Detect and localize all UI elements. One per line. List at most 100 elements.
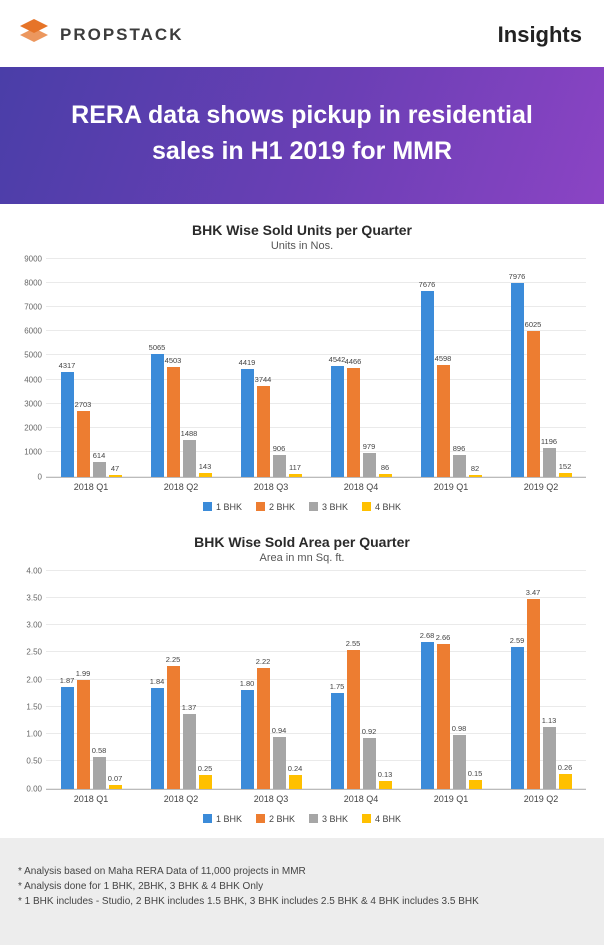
bar-value-label: 86: [381, 463, 389, 472]
legend-item: 3 BHK: [309, 502, 348, 512]
bar-group: 4317270361447: [46, 259, 136, 477]
chart-area-plot: 0.000.501.001.502.002.503.003.504.001.87…: [46, 570, 586, 790]
bar-value-label: 4503: [165, 356, 182, 365]
chart-units-legend: 1 BHK 2 BHK 3 BHK 4 BHK: [18, 502, 586, 512]
bar: 0.15: [469, 780, 482, 788]
bar-value-label: 4598: [435, 354, 452, 363]
legend-swatch-icon: [256, 814, 265, 823]
bar-value-label: 5065: [149, 343, 166, 352]
chart-area-xaxis: 2018 Q12018 Q22018 Q32018 Q42019 Q12019 …: [46, 790, 586, 804]
legend-item: 1 BHK: [203, 814, 242, 824]
legend-item: 2 BHK: [256, 814, 295, 824]
y-tick-label: 8000: [18, 278, 42, 287]
bar-value-label: 896: [453, 444, 466, 453]
bar: 4466: [347, 368, 360, 476]
bar-group: 1.842.251.370.25: [136, 571, 226, 789]
x-tick-label: 2018 Q1: [46, 790, 136, 804]
footnote-line: * 1 BHK includes - Studio, 2 BHK include…: [18, 896, 586, 907]
x-tick-label: 2018 Q2: [136, 478, 226, 492]
brand-name: PROPSTACK: [60, 25, 183, 45]
bar: 3.47: [527, 599, 540, 788]
bar-value-label: 2.68: [420, 631, 435, 640]
legend-item: 4 BHK: [362, 814, 401, 824]
bar-group: 2.682.660.980.15: [406, 571, 496, 789]
x-tick-label: 2018 Q3: [226, 790, 316, 804]
bar: 979: [363, 453, 376, 477]
bar: 0.13: [379, 781, 392, 788]
insights-label: Insights: [498, 22, 582, 48]
legend-swatch-icon: [309, 502, 318, 511]
bar-value-label: 1196: [541, 437, 557, 446]
bar: 1.75: [331, 693, 344, 788]
legend-item: 4 BHK: [362, 502, 401, 512]
bar-value-label: 0.98: [452, 724, 467, 733]
bar: 117: [289, 474, 302, 477]
y-tick-label: 3.50: [18, 593, 42, 602]
bar-value-label: 906: [273, 444, 286, 453]
brand: PROPSTACK: [18, 16, 183, 53]
bar: 3744: [257, 386, 270, 477]
bar-value-label: 0.94: [272, 726, 287, 735]
bar-value-label: 143: [199, 462, 212, 471]
chart-units-title: BHK Wise Sold Units per Quarter: [18, 222, 586, 238]
y-tick-label: 0.00: [18, 784, 42, 793]
bar: 7976: [511, 283, 524, 476]
y-tick-label: 9000: [18, 254, 42, 263]
y-tick-label: 1.00: [18, 730, 42, 739]
bar: 4503: [167, 367, 180, 476]
bar: 47: [109, 475, 122, 476]
x-tick-label: 2019 Q2: [496, 790, 586, 804]
x-tick-label: 2019 Q1: [406, 790, 496, 804]
y-tick-label: 2.00: [18, 675, 42, 684]
chart-units-xaxis: 2018 Q12018 Q22018 Q32018 Q42019 Q12019 …: [46, 478, 586, 492]
legend-label: 1 BHK: [216, 814, 242, 824]
bar: 2.59: [511, 647, 524, 788]
bar-value-label: 7676: [419, 280, 436, 289]
bar: 7676: [421, 291, 434, 477]
bar-group: 506545031488143: [136, 259, 226, 477]
chart-units-plot: 0100020003000400050006000700080009000431…: [46, 258, 586, 478]
bar-value-label: 0.24: [288, 764, 303, 773]
legend-label: 2 BHK: [269, 502, 295, 512]
bar: 4317: [61, 372, 74, 477]
page-root: PROPSTACK Insights RERA data shows picku…: [0, 0, 604, 945]
bar-group: 797660251196152: [496, 259, 586, 477]
bar: 0.24: [289, 775, 302, 788]
legend-swatch-icon: [362, 814, 371, 823]
legend-label: 3 BHK: [322, 502, 348, 512]
bar-value-label: 2.22: [256, 657, 271, 666]
bar-value-label: 0.25: [198, 764, 213, 773]
bar: 1.13: [543, 727, 556, 789]
bar-value-label: 4542: [329, 355, 346, 364]
y-tick-label: 2.50: [18, 648, 42, 657]
footnote-line: * Analysis done for 1 BHK, 2BHK, 3 BHK &…: [18, 881, 586, 892]
bar: 1.87: [61, 687, 74, 789]
legend-swatch-icon: [309, 814, 318, 823]
bar: 2.66: [437, 644, 450, 789]
bar-value-label: 1.13: [542, 716, 557, 725]
bar: 0.26: [559, 774, 572, 788]
chart-area-subtitle: Area in mn Sq. ft.: [18, 552, 586, 564]
topbar: PROPSTACK Insights: [0, 0, 604, 67]
bar-value-label: 1.87: [60, 676, 75, 685]
hero-banner: RERA data shows pickup in residential sa…: [0, 67, 604, 204]
x-tick-label: 2018 Q4: [316, 478, 406, 492]
x-tick-label: 2018 Q3: [226, 478, 316, 492]
bar: 6025: [527, 331, 540, 477]
y-tick-label: 2000: [18, 424, 42, 433]
bar: 2.25: [167, 666, 180, 789]
bar: 0.25: [199, 775, 212, 789]
bar: 896: [453, 455, 466, 477]
legend-item: 1 BHK: [203, 502, 242, 512]
legend-swatch-icon: [203, 814, 212, 823]
bar-value-label: 0.26: [558, 763, 573, 772]
bar-value-label: 4466: [345, 357, 362, 366]
bar-value-label: 47: [111, 464, 119, 473]
bar: 86: [379, 474, 392, 476]
chart-area-title: BHK Wise Sold Area per Quarter: [18, 534, 586, 550]
bar: 143: [199, 473, 212, 476]
bar-value-label: 614: [93, 451, 106, 460]
legend-label: 3 BHK: [322, 814, 348, 824]
bar: 4598: [437, 365, 450, 476]
bar: 0.98: [453, 735, 466, 788]
